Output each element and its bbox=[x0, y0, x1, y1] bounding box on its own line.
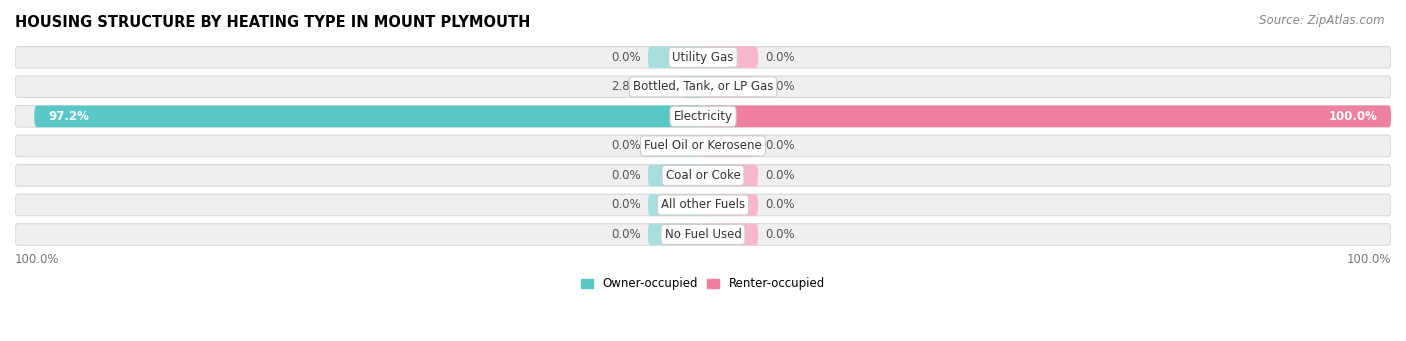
FancyBboxPatch shape bbox=[15, 106, 1391, 127]
FancyBboxPatch shape bbox=[648, 194, 703, 216]
Text: 97.2%: 97.2% bbox=[48, 110, 89, 123]
Text: Coal or Coke: Coal or Coke bbox=[665, 169, 741, 182]
Text: Bottled, Tank, or LP Gas: Bottled, Tank, or LP Gas bbox=[633, 80, 773, 93]
Text: 0.0%: 0.0% bbox=[612, 139, 641, 152]
Text: 2.8%: 2.8% bbox=[612, 80, 641, 93]
Text: 2.8%: 2.8% bbox=[697, 80, 730, 93]
Text: Source: ZipAtlas.com: Source: ZipAtlas.com bbox=[1260, 14, 1385, 27]
FancyBboxPatch shape bbox=[15, 165, 1391, 186]
FancyBboxPatch shape bbox=[648, 135, 703, 157]
FancyBboxPatch shape bbox=[648, 46, 703, 68]
FancyBboxPatch shape bbox=[703, 46, 758, 68]
Text: 0.0%: 0.0% bbox=[765, 80, 794, 93]
FancyBboxPatch shape bbox=[15, 76, 1391, 98]
Text: 100.0%: 100.0% bbox=[1329, 110, 1378, 123]
Text: 0.0%: 0.0% bbox=[765, 169, 794, 182]
FancyBboxPatch shape bbox=[648, 224, 703, 245]
FancyBboxPatch shape bbox=[703, 106, 1391, 127]
FancyBboxPatch shape bbox=[703, 224, 758, 245]
FancyBboxPatch shape bbox=[703, 76, 758, 98]
FancyBboxPatch shape bbox=[15, 135, 1391, 157]
FancyBboxPatch shape bbox=[703, 135, 758, 157]
Text: Fuel Oil or Kerosene: Fuel Oil or Kerosene bbox=[644, 139, 762, 152]
FancyBboxPatch shape bbox=[703, 165, 758, 186]
Text: 100.0%: 100.0% bbox=[1347, 253, 1391, 266]
FancyBboxPatch shape bbox=[15, 46, 1391, 68]
FancyBboxPatch shape bbox=[34, 106, 703, 127]
Text: 0.0%: 0.0% bbox=[612, 169, 641, 182]
Text: 0.0%: 0.0% bbox=[612, 198, 641, 211]
FancyBboxPatch shape bbox=[15, 224, 1391, 245]
Text: 0.0%: 0.0% bbox=[765, 51, 794, 64]
Text: All other Fuels: All other Fuels bbox=[661, 198, 745, 211]
FancyBboxPatch shape bbox=[648, 165, 703, 186]
Text: No Fuel Used: No Fuel Used bbox=[665, 228, 741, 241]
FancyBboxPatch shape bbox=[683, 76, 703, 98]
Text: 0.0%: 0.0% bbox=[765, 198, 794, 211]
Text: Utility Gas: Utility Gas bbox=[672, 51, 734, 64]
Text: 0.0%: 0.0% bbox=[612, 228, 641, 241]
Text: 0.0%: 0.0% bbox=[765, 228, 794, 241]
Text: HOUSING STRUCTURE BY HEATING TYPE IN MOUNT PLYMOUTH: HOUSING STRUCTURE BY HEATING TYPE IN MOU… bbox=[15, 15, 530, 30]
Legend: Owner-occupied, Renter-occupied: Owner-occupied, Renter-occupied bbox=[576, 273, 830, 295]
Text: 100.0%: 100.0% bbox=[15, 253, 59, 266]
FancyBboxPatch shape bbox=[703, 194, 758, 216]
Text: 0.0%: 0.0% bbox=[612, 51, 641, 64]
FancyBboxPatch shape bbox=[15, 194, 1391, 216]
Text: 0.0%: 0.0% bbox=[765, 139, 794, 152]
Text: Electricity: Electricity bbox=[673, 110, 733, 123]
